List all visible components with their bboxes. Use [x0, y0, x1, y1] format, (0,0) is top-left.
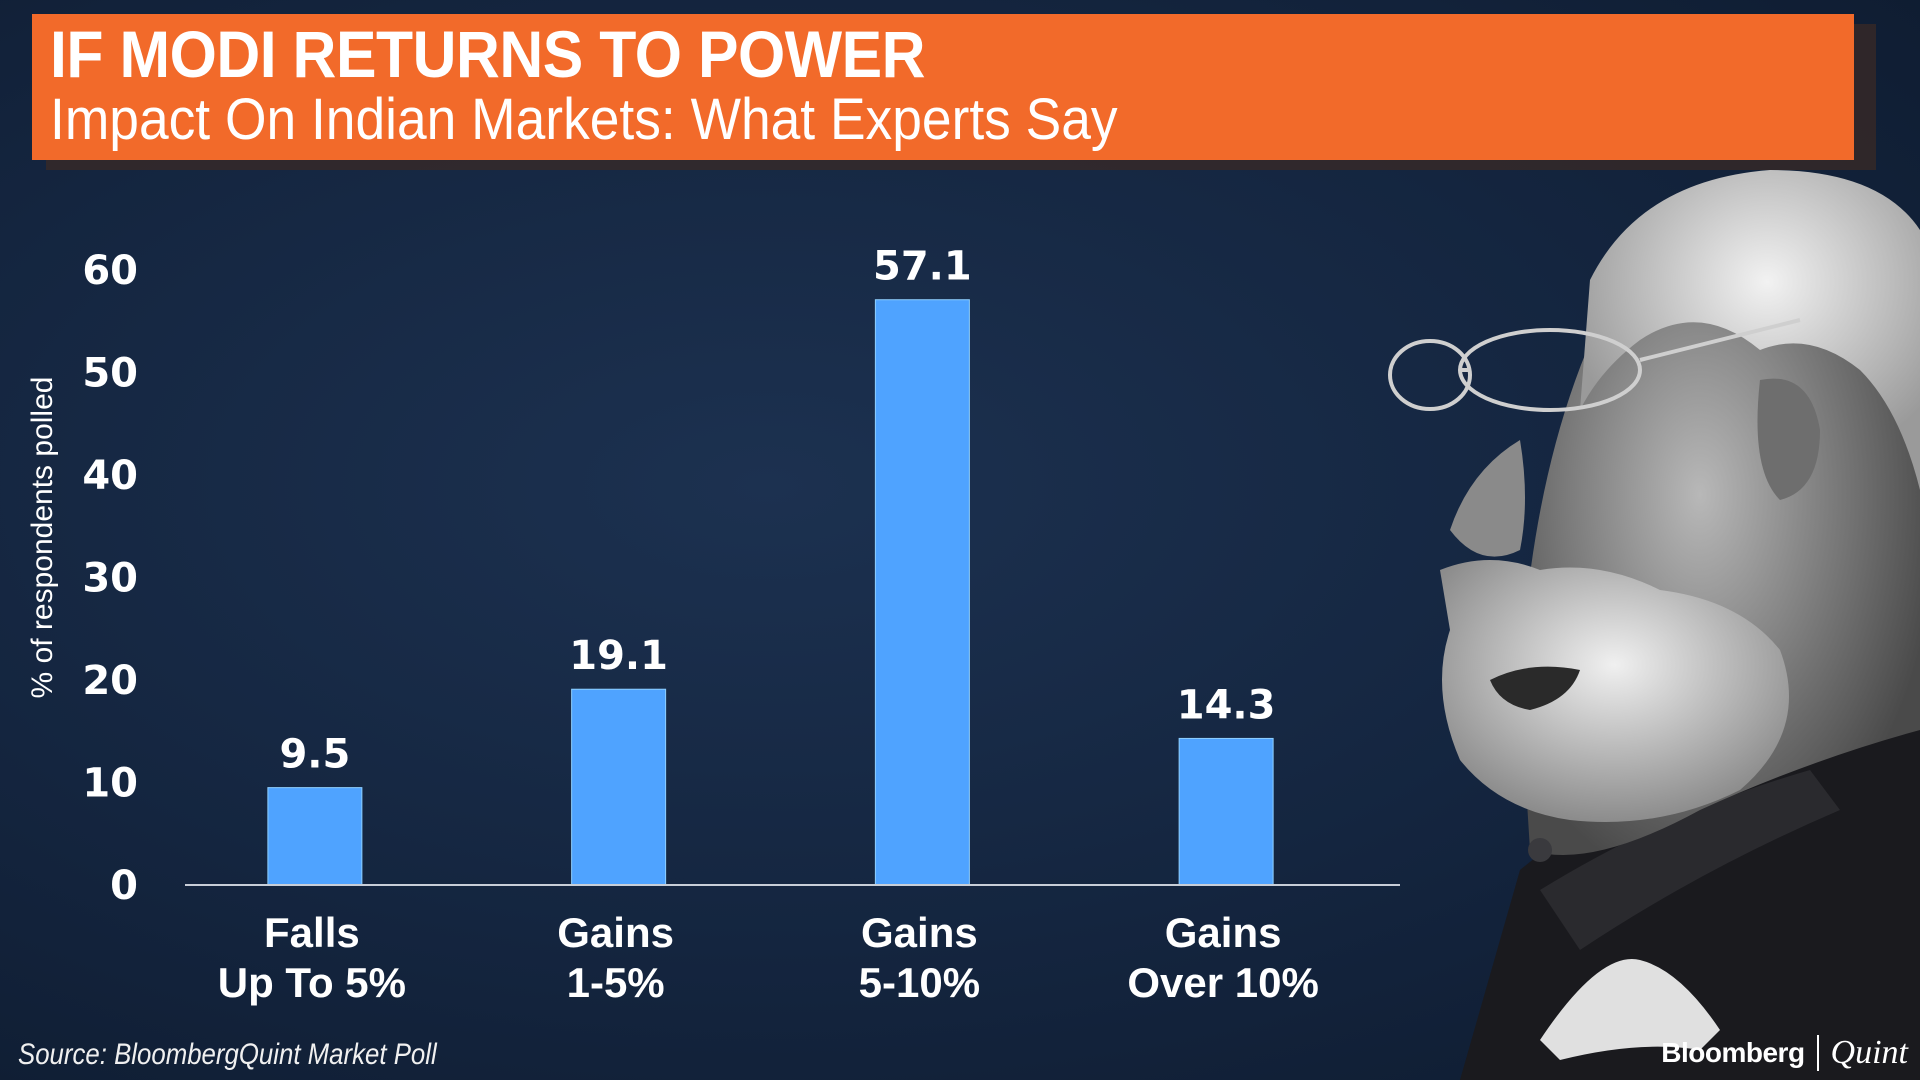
chart-subtitle: Impact On Indian Markets: What Experts S…: [50, 87, 1118, 152]
y-tick-label: 40: [82, 453, 138, 499]
x-tick-label: Up To 5%: [218, 959, 406, 1006]
chart-title: IF MODI RETURNS TO POWER: [50, 17, 926, 91]
y-tick-label: 0: [110, 863, 138, 909]
x-tick-label: Gains: [557, 909, 674, 956]
logo-quint: Quint: [1830, 1034, 1908, 1071]
logo-divider: [1816, 1035, 1819, 1071]
bar: [571, 688, 667, 886]
header-banner: IF MODI RETURNS TO POWER Impact On India…: [32, 14, 1854, 160]
x-tick-label: Over 10%: [1127, 959, 1318, 1006]
logo-bloomberg: Bloomberg: [1661, 1037, 1805, 1068]
x-tick-label: 5-10%: [859, 959, 980, 1006]
x-tick-label: Falls: [264, 909, 360, 956]
bar: [267, 787, 363, 886]
portrait-photo: [1388, 170, 1920, 1080]
y-tick-label: 60: [82, 248, 138, 294]
data-label: 57.1: [873, 244, 972, 290]
data-label: 19.1: [569, 633, 668, 679]
x-tick-label: Gains: [1165, 909, 1282, 956]
bar: [1178, 737, 1274, 886]
y-tick-label: 10: [82, 761, 138, 807]
y-tick-label: 30: [82, 556, 138, 602]
source-note: Source: BloombergQuint Market Poll: [18, 1038, 437, 1071]
y-tick-label: 50: [82, 351, 138, 397]
y-axis-label: % of respondents polled: [26, 377, 59, 699]
bar: [874, 299, 970, 886]
x-tick-label: 1-5%: [567, 959, 665, 1006]
brand-logo: Bloomberg Quint: [1661, 1034, 1908, 1072]
x-tick-label: Gains: [861, 909, 978, 956]
data-label: 14.3: [1177, 682, 1276, 728]
y-tick-label: 20: [82, 658, 138, 704]
data-label: 9.5: [279, 732, 350, 778]
